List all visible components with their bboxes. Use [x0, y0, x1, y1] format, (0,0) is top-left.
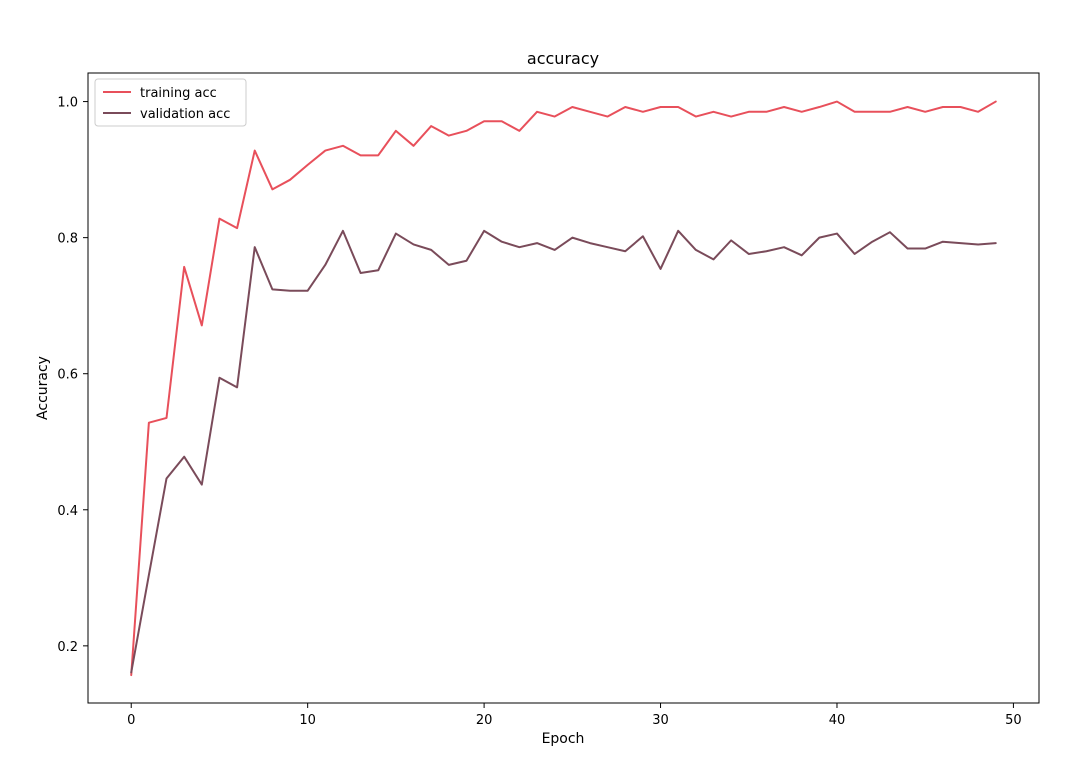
x-tick-label: 10: [299, 713, 316, 728]
y-tick-label: 0.2: [57, 640, 78, 655]
x-tick-label: 50: [1005, 713, 1022, 728]
x-tick-label: 30: [652, 713, 669, 728]
legend-label-validation-acc: validation acc: [140, 107, 230, 122]
x-tick-label: 0: [127, 713, 135, 728]
y-tick-label: 0.6: [57, 368, 78, 383]
legend-label-training-acc: training acc: [140, 86, 217, 101]
y-tick-label: 0.8: [57, 232, 78, 247]
chart-title: accuracy: [527, 49, 599, 68]
x-tick-label: 40: [829, 713, 846, 728]
y-tick-label: 0.4: [57, 504, 78, 519]
series-line-validation-acc: [130, 229, 997, 674]
plot-area: [130, 100, 997, 677]
axis-ticks: 0 10 20 30 40 50 0.2 0.4 0.6 0.8 1.0: [57, 96, 1021, 728]
legend: training acc validation acc: [94, 78, 247, 127]
x-axis-label: Epoch: [542, 731, 585, 747]
legend-box: [94, 78, 247, 127]
series-line-training-acc: [130, 100, 997, 677]
y-tick-label: 1.0: [57, 96, 78, 111]
x-tick-label: 20: [476, 713, 493, 728]
plot-frame: [87, 72, 1040, 704]
y-axis-label: Accuracy: [35, 356, 51, 420]
